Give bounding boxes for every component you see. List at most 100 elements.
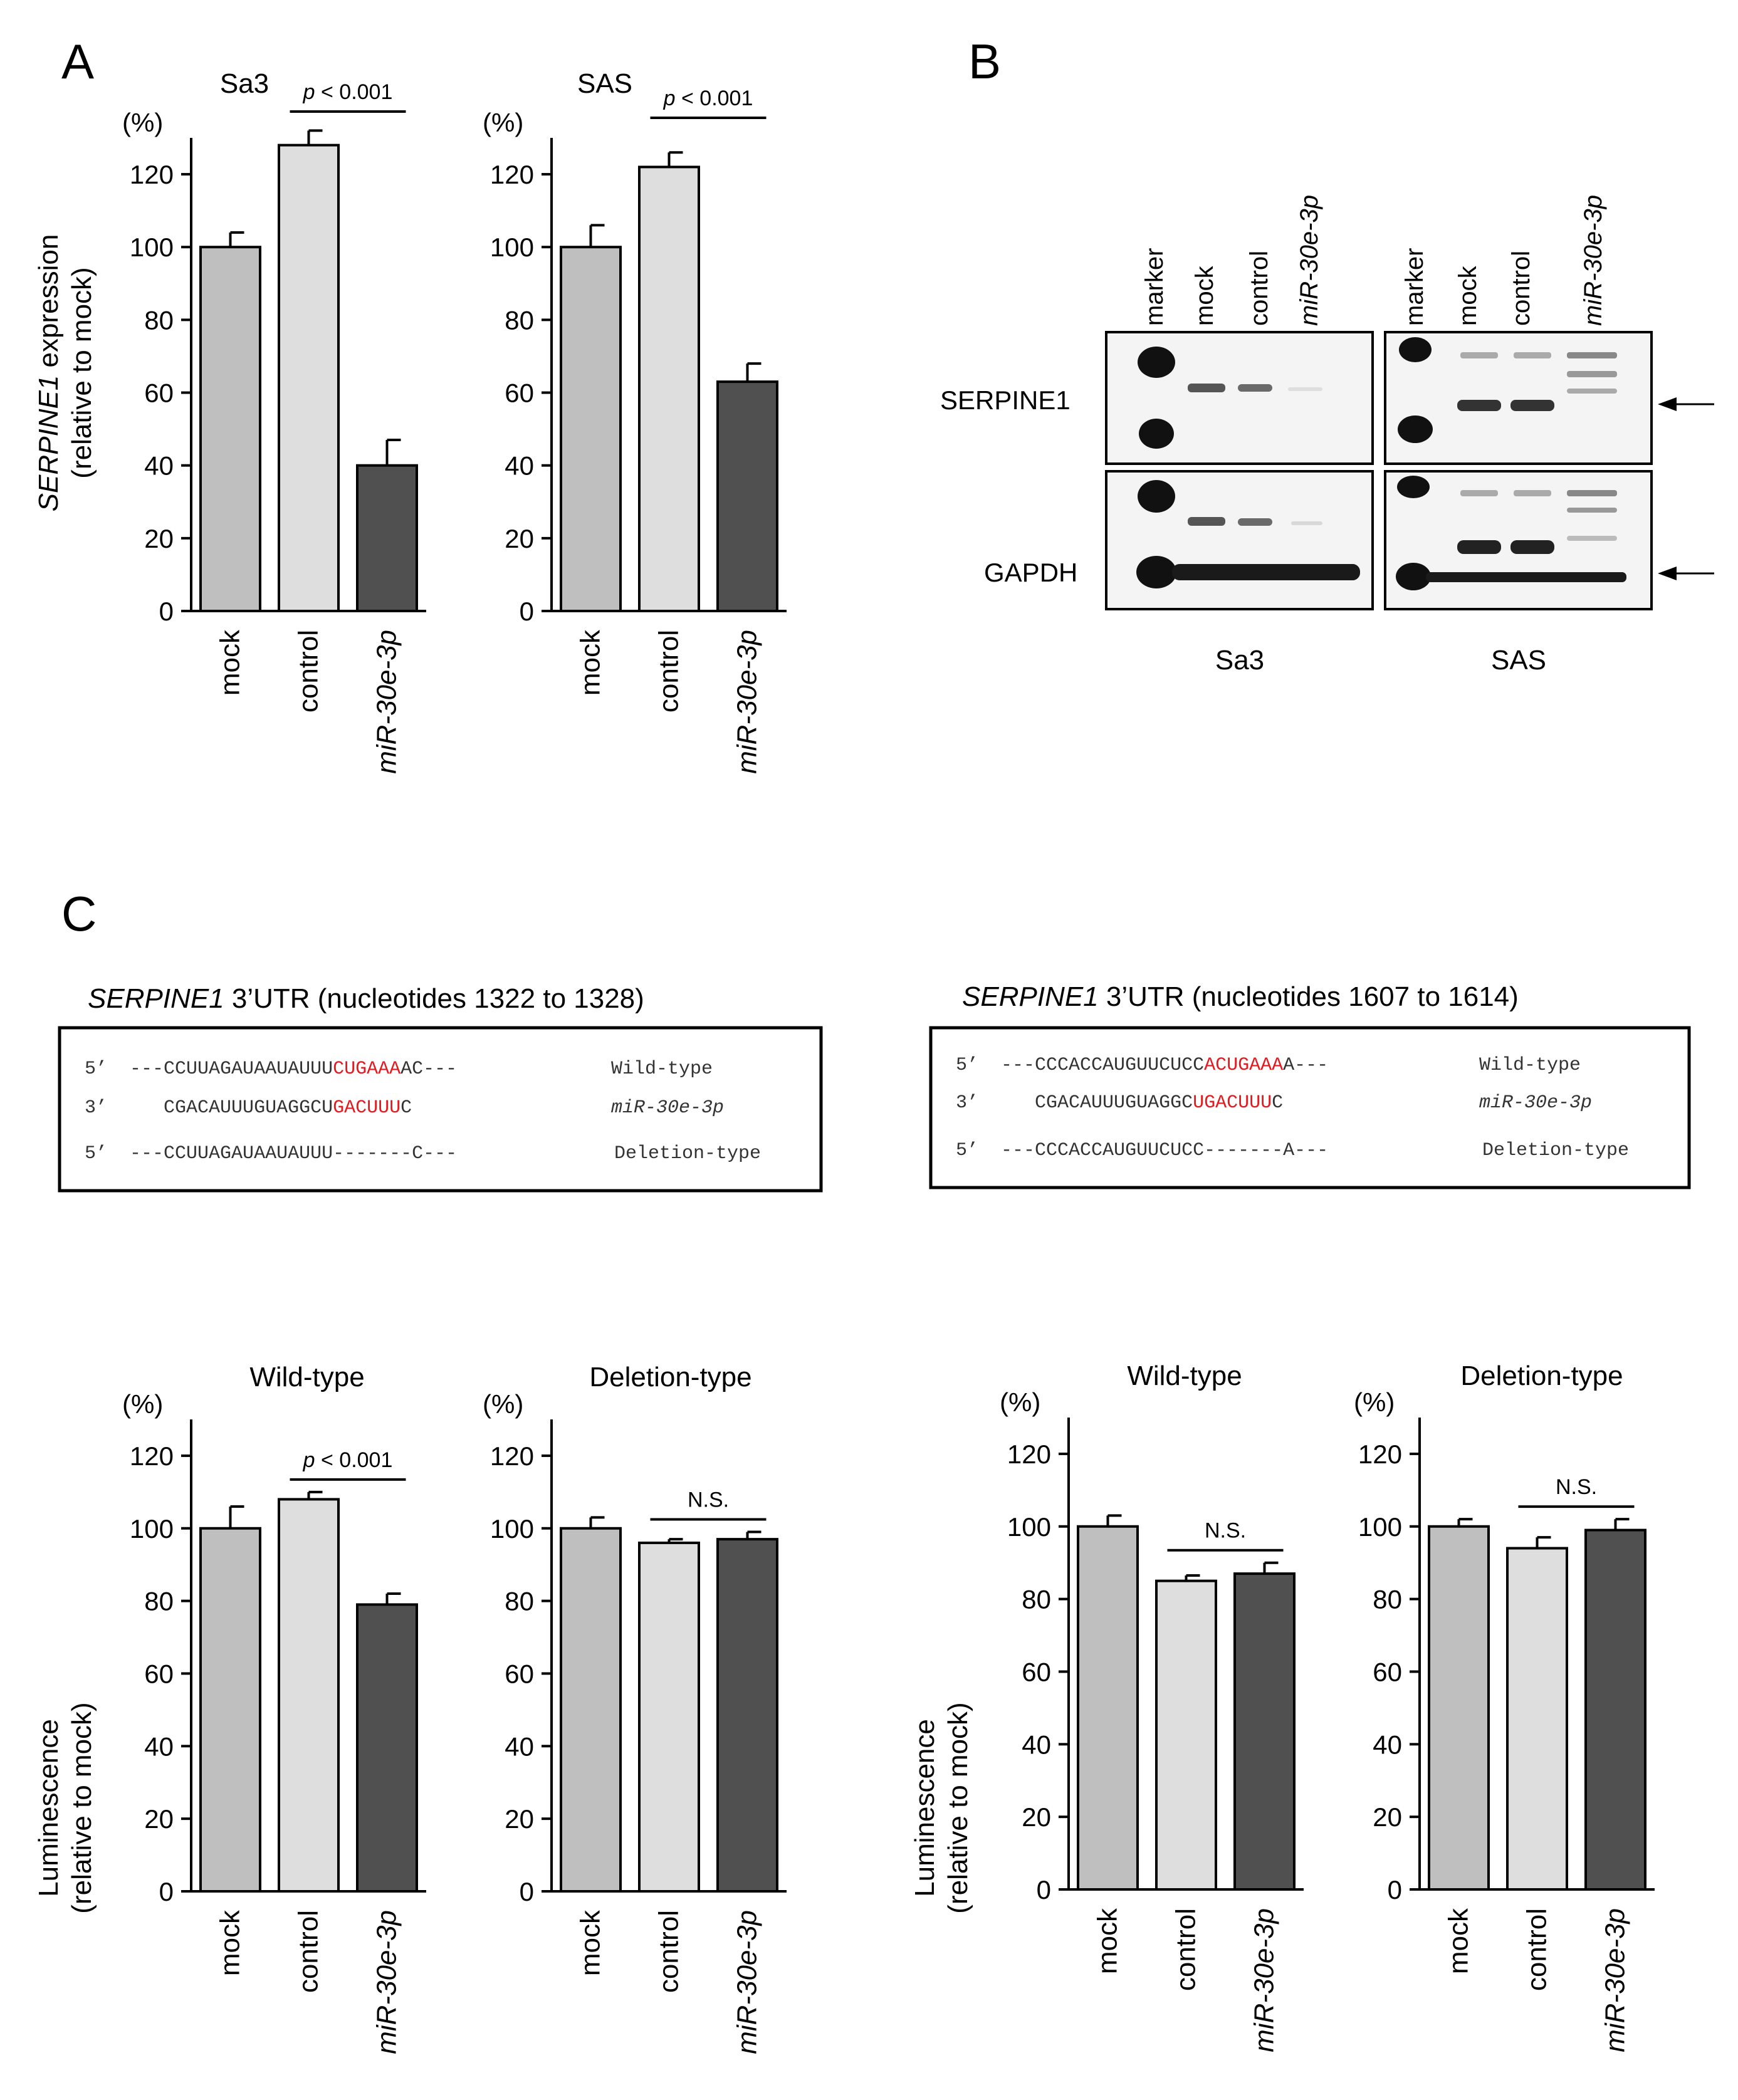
y-tick-label: 120: [1358, 1439, 1402, 1469]
bar: [1428, 1525, 1490, 1891]
y-tick-label: 0: [1388, 1875, 1402, 1904]
y-tick-label: 60: [505, 379, 534, 408]
bar: [638, 165, 700, 612]
significance-label: N.S.: [688, 1488, 729, 1512]
category-label: mock: [215, 629, 246, 696]
y-unit: (%): [1354, 1387, 1395, 1417]
arrow-icon: [1658, 397, 1714, 411]
y-tick-label: 40: [505, 1732, 534, 1761]
ylabel-a: SERPINE1 expression: [33, 234, 64, 512]
seq-label: Deletion-type: [614, 1143, 761, 1164]
lane-label: marker: [1141, 248, 1168, 326]
bar: [1077, 1525, 1139, 1891]
utr-box-right: [929, 1026, 1691, 1189]
category-label: control: [293, 630, 324, 713]
y-tick-label: 0: [159, 1877, 174, 1906]
category-label: miR-30e-3p: [1600, 1908, 1631, 2052]
y-tick-label: 20: [144, 1804, 174, 1834]
bar: [1233, 1572, 1296, 1891]
category-label: control: [1171, 1908, 1201, 1991]
y-unit: (%): [122, 1389, 163, 1419]
seq-row: 3’ CGACAUUUGUAGGCUGACUUUC: [956, 1092, 1283, 1114]
y-tick-label: 20: [1373, 1802, 1402, 1832]
y-tick-label: 20: [144, 524, 174, 553]
y-tick-label: 60: [1373, 1657, 1402, 1686]
y-tick-label: 100: [130, 232, 174, 262]
chart-title: Deletion-type: [589, 1362, 751, 1392]
category-label: control: [1522, 1908, 1552, 1991]
bar: [560, 1527, 622, 1893]
y-tick-label: 120: [490, 1441, 534, 1471]
bar: [356, 464, 418, 613]
ylabel-c-right-line2: (relative to mock): [943, 1702, 973, 1913]
significance-label: N.S.: [1556, 1475, 1597, 1499]
chart-c-wild-left: Wild-type (%) 0 20 40 60 80 100 120 mock control mi…: [122, 1362, 426, 2054]
category-label: miR-30e-3p: [732, 630, 763, 774]
bar: [1584, 1528, 1646, 1891]
y-unit: (%): [122, 108, 163, 137]
chart-title: Sa3: [220, 68, 269, 99]
blot-row-label-gapdh: GAPDH: [984, 558, 1077, 587]
western-blot: marker mock control miR-30e-3p marker mo…: [940, 195, 1714, 676]
utr-title-left: SERPINE1 3’UTR (nucleotides 1322 to 1328…: [88, 983, 644, 1014]
y-tick-label: 120: [130, 1441, 174, 1471]
seq-label: miR-30e-3p: [611, 1097, 724, 1119]
category-label: miR-30e-3p: [732, 1910, 763, 2054]
lane-label: control: [1245, 251, 1273, 326]
category-label: miR-30e-3p: [372, 1910, 402, 2054]
panel-label-a: A: [61, 34, 94, 89]
category-label: mock: [215, 1909, 246, 1976]
category-label: control: [654, 1910, 684, 1993]
y-tick-label: 120: [490, 160, 534, 189]
category-label: mock: [1443, 1908, 1474, 1974]
bar: [1155, 1579, 1217, 1891]
y-tick-label: 40: [144, 451, 174, 481]
y-tick-label: 40: [144, 1732, 174, 1761]
y-tick-label: 0: [520, 597, 534, 626]
y-tick-label: 40: [505, 451, 534, 481]
bar: [638, 1541, 700, 1893]
chart-c-wild-right: Wild-type (%) 0 20 40 60 80 100 120 mock control mi…: [1000, 1361, 1304, 2052]
y-unit: (%): [1000, 1387, 1040, 1417]
y-tick-label: 80: [144, 1587, 174, 1616]
ylabel-c-left: Luminescence: [33, 1719, 64, 1897]
ylabel-a-line2: (relative to mock): [66, 267, 97, 478]
lane-label: miR-30e-3p: [1579, 195, 1607, 326]
category-label: mock: [575, 1909, 606, 1976]
bar: [278, 1498, 340, 1893]
seq-row: 5’ ---CCUUAGAUAAUAUUUCUGAAAAC---: [85, 1058, 457, 1080]
y-tick-label: 100: [130, 1514, 174, 1544]
y-tick-label: 120: [130, 160, 174, 189]
significance-label: p < 0.001: [303, 1448, 393, 1472]
seq-label: Wild-type: [611, 1058, 713, 1080]
y-tick-label: 80: [505, 305, 534, 335]
y-tick-label: 20: [505, 524, 534, 553]
y-unit: (%): [483, 1389, 523, 1419]
seq-row: 5’ ---CCCACCAUGUUCUCCACUGAAAA---: [956, 1055, 1328, 1076]
chart-a-sas: SAS (%) 0 20 40 60 80 100 120 mock control miR-30e-…: [483, 68, 787, 774]
bar: [716, 1538, 778, 1893]
y-tick-label: 60: [1022, 1657, 1051, 1686]
category-label: miR-30e-3p: [1249, 1908, 1280, 2052]
bar: [199, 246, 261, 612]
y-tick-label: 20: [505, 1804, 534, 1834]
seq-row: 3’ CGACAUUUGUAGGCUGACUUUC: [85, 1097, 412, 1119]
chart-title: Wild-type: [1127, 1361, 1242, 1391]
utr-title-right: SERPINE1 3’UTR (nucleotides 1607 to 1614…: [962, 981, 1519, 1012]
seq-row: 5’ ---CCCACCAUGUUCUCC-------A---: [956, 1140, 1328, 1161]
seq-label: miR-30e-3p: [1479, 1092, 1592, 1114]
bar: [356, 1603, 418, 1893]
category-label: miR-30e-3p: [372, 630, 402, 774]
y-tick-label: 80: [1022, 1585, 1051, 1614]
category-label: control: [654, 630, 684, 713]
y-tick-label: 60: [144, 379, 174, 408]
seq-row: 5’ ---CCUUAGAUAAUAUUU-------C---: [85, 1143, 457, 1164]
significance-label: N.S.: [1205, 1519, 1246, 1543]
y-tick-label: 120: [1007, 1439, 1051, 1469]
lane-label: miR-30e-3p: [1296, 195, 1323, 326]
y-tick-label: 60: [505, 1659, 534, 1688]
blot-row-label-serpine1: SERPINE1: [940, 385, 1071, 415]
panel-label-c: C: [61, 886, 97, 941]
chart-title: Deletion-type: [1460, 1361, 1623, 1391]
